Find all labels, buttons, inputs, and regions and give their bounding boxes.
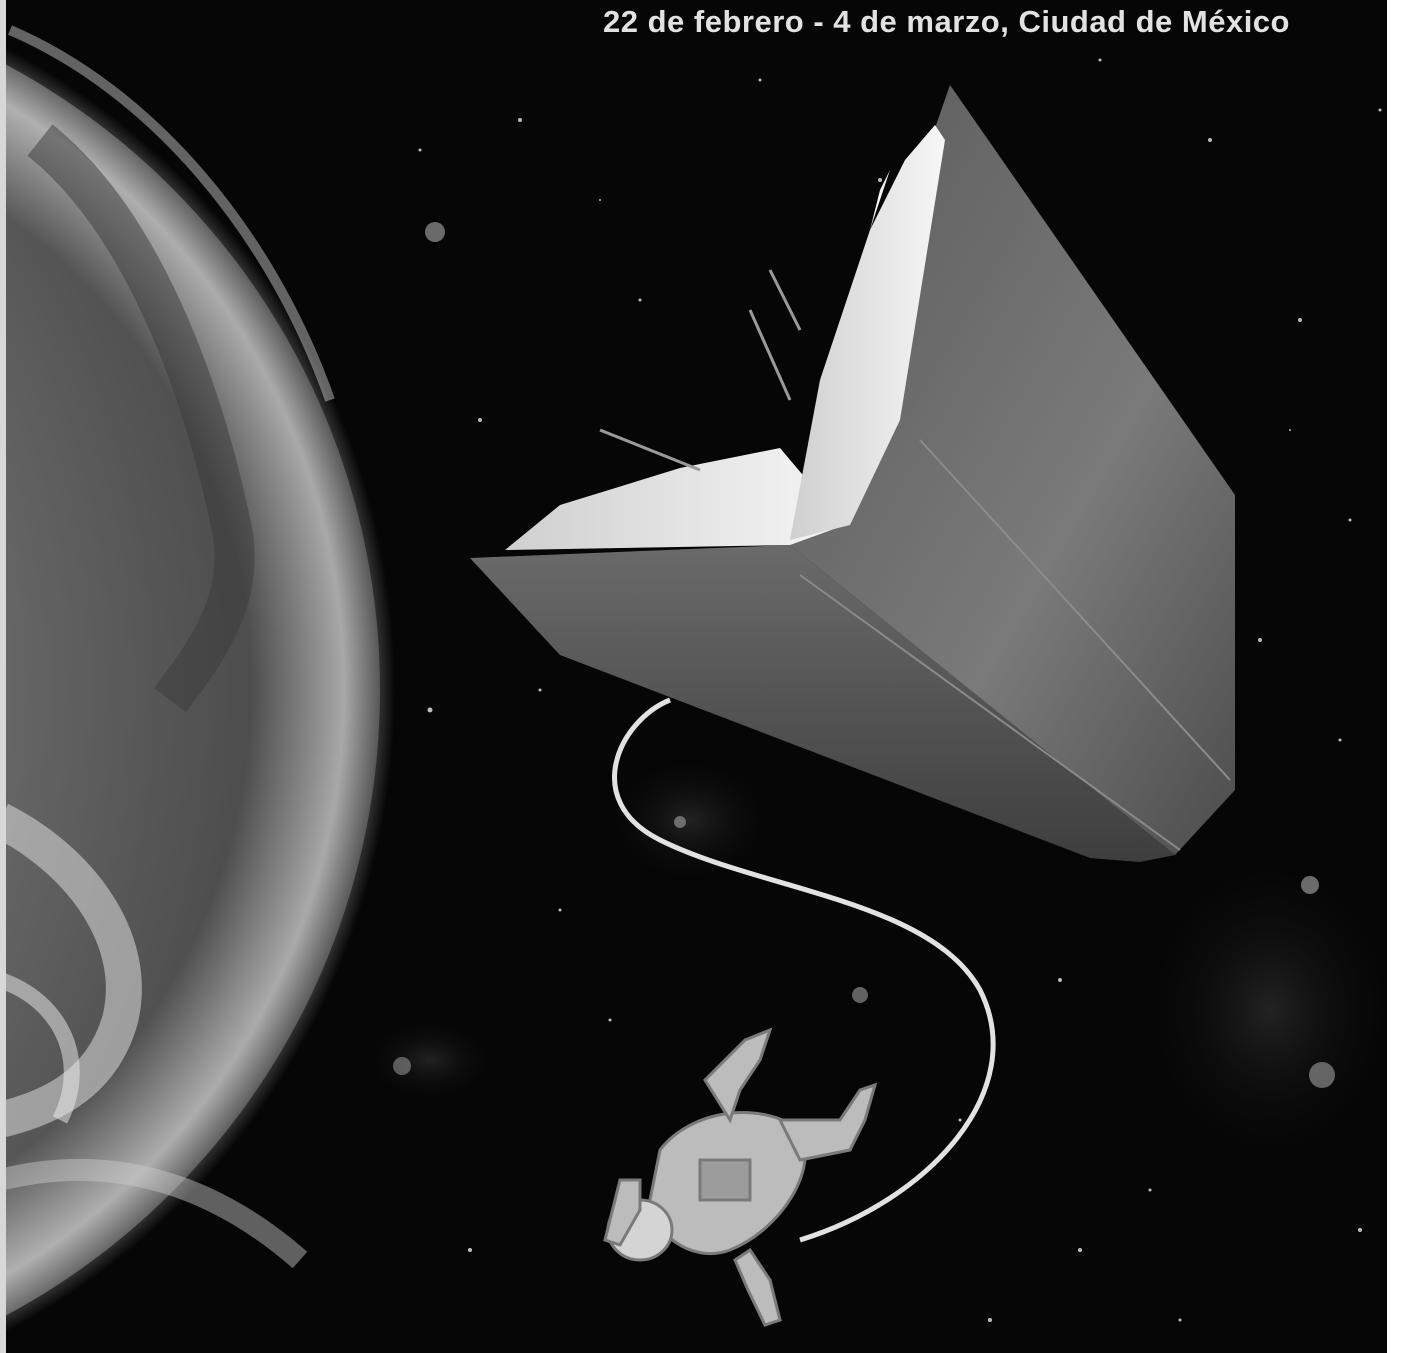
event-dates-caption: 22 de febrero - 4 de marzo, Ciudad de Mé… <box>603 4 1290 39</box>
floating-book <box>470 85 1235 862</box>
nebula-clouds <box>360 750 1387 1180</box>
stars <box>393 28 1382 1322</box>
astronaut <box>603 1027 878 1327</box>
planet <box>0 25 395 1336</box>
astronaut-tether <box>612 697 996 1243</box>
page-margin <box>1387 0 1405 1353</box>
poster-edge <box>0 0 6 1353</box>
